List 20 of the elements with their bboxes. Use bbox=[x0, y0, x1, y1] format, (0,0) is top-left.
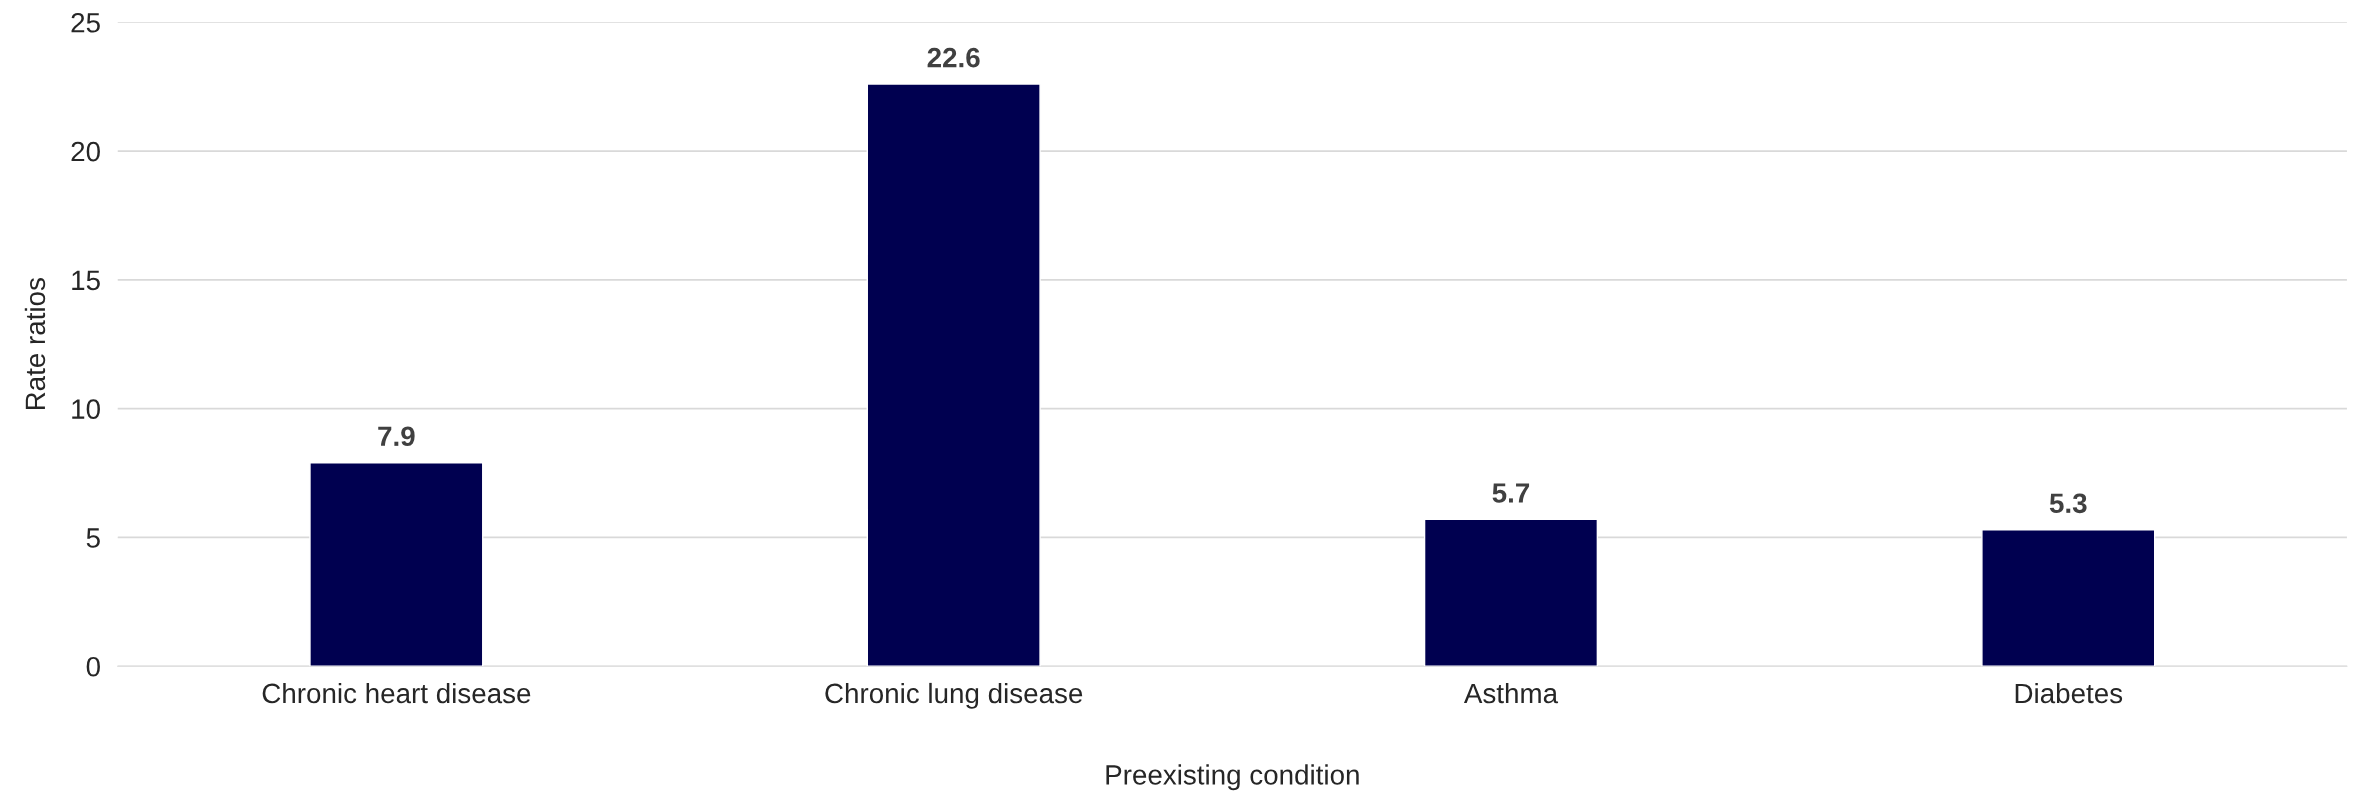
x-tick-label: Diabetes bbox=[2015, 682, 2123, 704]
x-tick-label: Chronic lung disease bbox=[825, 682, 1083, 709]
y-tick-label: 10 bbox=[72, 399, 100, 419]
y-tick-label: 5 bbox=[86, 528, 100, 548]
y-tick-label: 15 bbox=[72, 270, 100, 291]
data-label: 22.6 bbox=[927, 47, 980, 68]
y-tick-label: 20 bbox=[71, 141, 100, 162]
bar bbox=[1423, 518, 1599, 667]
y-tick-label: 25 bbox=[71, 12, 100, 33]
x-tick-label: Asthma bbox=[1463, 682, 1559, 704]
bar bbox=[309, 462, 484, 667]
y-tick-label: 0 bbox=[86, 656, 100, 677]
data-label: 5.7 bbox=[1492, 483, 1530, 503]
x-tick-label: Chronic heart disease bbox=[262, 682, 531, 704]
x-axis-title: Preexisting condition bbox=[1106, 764, 1359, 791]
bar bbox=[1981, 528, 2156, 667]
bar bbox=[866, 83, 1041, 667]
data-label: 5.3 bbox=[2049, 493, 2087, 514]
y-axis-title: Rate ratios bbox=[24, 278, 46, 410]
data-label: 7.9 bbox=[378, 426, 415, 447]
